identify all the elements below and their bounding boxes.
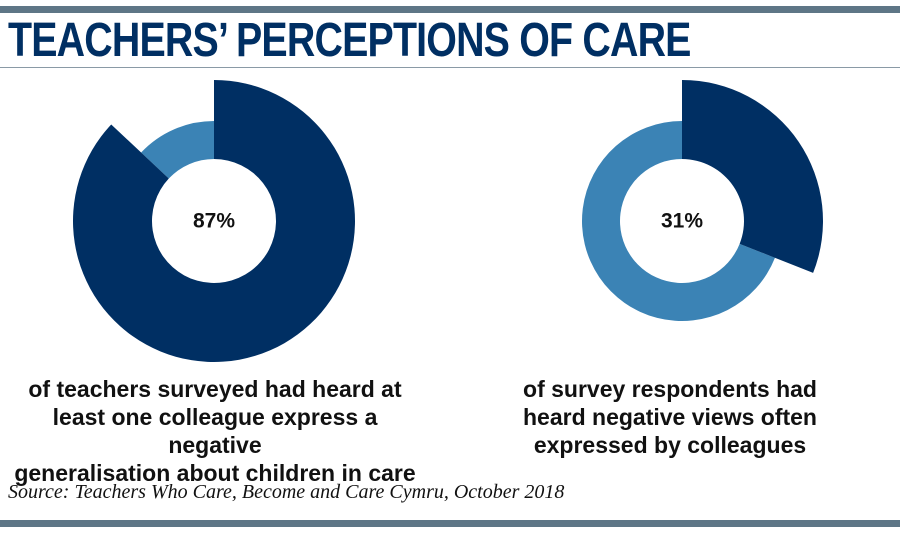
caption-line: of survey respondents had <box>523 376 817 402</box>
caption-line: of teachers surveyed had heard at <box>28 376 402 402</box>
caption-line: generalisation about children in care <box>14 460 416 486</box>
title-divider <box>0 67 900 68</box>
donut-chart-right: 31% <box>582 80 823 321</box>
caption-line: expressed by colleagues <box>533 432 807 458</box>
donut-left-remainder-slice <box>141 121 214 179</box>
donut-right-value-slice <box>682 80 823 273</box>
donut-right-remainder-slice <box>582 121 775 321</box>
donut-chart-left: 87% <box>72 80 356 362</box>
donut-left-center-label: 87% <box>193 210 235 233</box>
page-title: TEACHERS’ PERCEPTIONS OF CARE <box>8 14 691 67</box>
donut-left-caption: of teachers surveyed had heard at least … <box>5 375 425 487</box>
donut-right-center-label: 31% <box>661 210 703 233</box>
donut-left-value-slice <box>72 80 356 362</box>
source-note: Source: Teachers Who Care, Become and Ca… <box>8 481 565 503</box>
caption-line: least one colleague express a negative <box>52 404 378 458</box>
top-rule <box>0 6 900 13</box>
bottom-rule <box>0 520 900 527</box>
donut-right-caption: of survey respondents had heard negative… <box>460 375 880 459</box>
caption-line: heard negative views often <box>523 404 817 430</box>
